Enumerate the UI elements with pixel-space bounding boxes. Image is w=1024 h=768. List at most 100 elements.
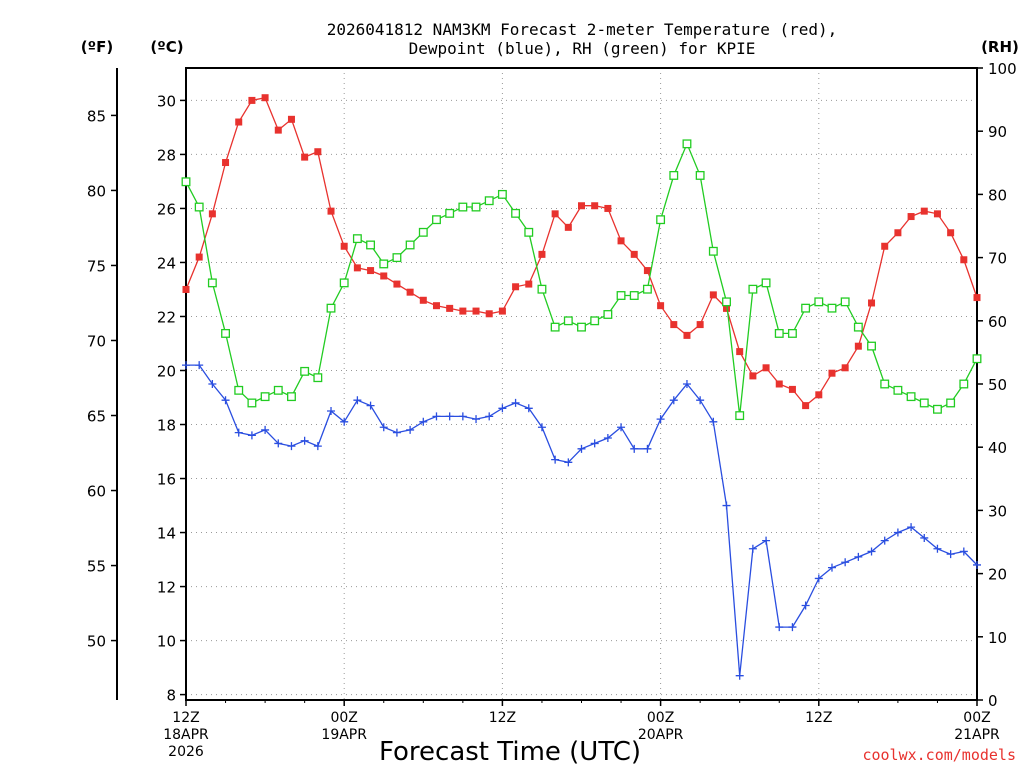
data-point (327, 207, 335, 215)
celsius-tick-label: 16 (157, 471, 176, 489)
data-point (578, 202, 585, 210)
data-point (471, 202, 481, 212)
rh-tick-label: 80 (988, 186, 1007, 204)
rh-tick-label: 60 (988, 313, 1007, 331)
data-point (274, 126, 282, 134)
celsius-axis: 8 10 12 14 16 18 20 22 24 26 28 30 (157, 92, 186, 705)
data-point (498, 404, 507, 413)
data-point (881, 242, 889, 250)
data-point (735, 671, 744, 680)
data-point (828, 369, 836, 377)
data-point (234, 385, 244, 395)
data-point (577, 444, 586, 453)
data-point (670, 321, 678, 329)
data-point (511, 398, 520, 407)
x-tick-label: 12Z (489, 710, 516, 726)
data-point (814, 574, 823, 583)
data-point (445, 412, 454, 421)
data-point (775, 380, 783, 388)
fahrenheit-tick-label: 55 (87, 558, 106, 576)
data-point (827, 303, 837, 313)
data-point (669, 396, 678, 405)
data-point (432, 215, 441, 225)
data-point (472, 307, 480, 315)
series-rh (181, 139, 982, 421)
rh-tick-label: 40 (988, 439, 1007, 457)
x-tick-label: 00Z (330, 710, 357, 726)
data-point (550, 322, 560, 332)
data-point (893, 528, 902, 537)
data-point (445, 208, 455, 218)
data-point (260, 392, 270, 402)
rh-tick-label: 90 (988, 123, 1007, 141)
series-dewpoint (182, 361, 981, 680)
data-point (788, 623, 797, 632)
data-point (749, 372, 757, 380)
data-point (907, 213, 915, 221)
data-point (722, 501, 731, 510)
celsius-tick-label: 22 (157, 308, 176, 326)
grid-lines (186, 68, 977, 700)
data-point (498, 307, 506, 315)
data-point (247, 431, 256, 440)
series-line (185, 96, 978, 407)
data-point (762, 536, 771, 545)
data-point (973, 560, 981, 569)
rh-axis: 0 10 20 30 40 50 60 70 80 90 100 (977, 60, 1017, 710)
data-point (946, 550, 955, 559)
data-point (208, 380, 217, 388)
data-point (393, 280, 401, 288)
data-point (247, 398, 257, 408)
data-point (405, 240, 415, 250)
celsius-tick-label: 20 (157, 362, 176, 380)
credit-text: coolwx.com/models (862, 746, 1016, 764)
x-tick-label: 2026 (168, 744, 204, 760)
data-point (261, 94, 269, 102)
data-point (432, 412, 441, 421)
data-point (972, 354, 982, 364)
fahrenheit-tick-label: 75 (87, 257, 106, 275)
data-point (418, 227, 428, 237)
data-point (287, 442, 296, 451)
celsius-axis-unit: (ºC) (150, 38, 183, 56)
data-point (379, 259, 389, 269)
data-point (326, 303, 336, 313)
x-tick-label: 00Z (963, 710, 990, 726)
fahrenheit-tick-label: 65 (87, 408, 106, 426)
data-point (708, 246, 718, 256)
data-point (617, 237, 625, 245)
data-point (591, 202, 599, 210)
data-point (472, 415, 481, 424)
celsius-tick-label: 28 (157, 146, 176, 164)
fahrenheit-axis-unit: (ºF) (81, 38, 113, 56)
data-point (352, 234, 362, 244)
data-point (695, 170, 705, 180)
rh-axis-unit: (RH) (981, 38, 1019, 56)
data-point (406, 425, 415, 434)
data-point (353, 396, 362, 405)
data-point (208, 210, 216, 218)
data-point (340, 242, 348, 250)
data-point (933, 544, 942, 553)
x-tick-label: 18APR (163, 727, 209, 743)
data-point (340, 417, 349, 426)
data-point (300, 366, 310, 376)
data-point (406, 288, 414, 296)
data-point (736, 348, 744, 356)
data-point (458, 412, 467, 421)
data-point (629, 291, 639, 300)
data-point (682, 380, 691, 388)
data-point (603, 434, 612, 443)
data-point (274, 439, 283, 448)
celsius-tick-label: 8 (166, 687, 176, 705)
data-point (497, 189, 507, 199)
data-point (261, 425, 270, 434)
data-point (802, 402, 810, 410)
data-point (366, 401, 375, 410)
data-point (933, 404, 942, 414)
data-point (221, 328, 230, 338)
data-point (182, 285, 190, 293)
data-point (590, 316, 600, 326)
data-point (617, 423, 626, 432)
